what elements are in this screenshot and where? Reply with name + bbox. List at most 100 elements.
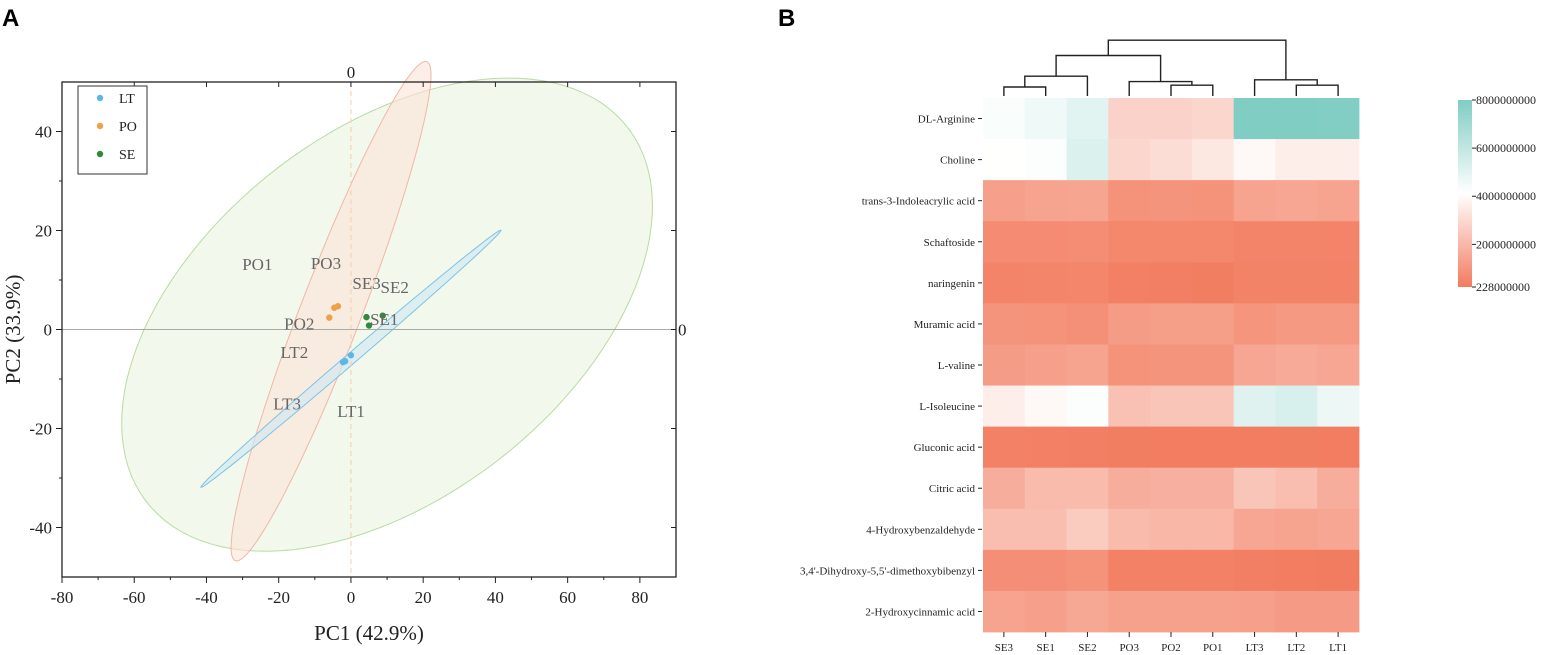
heatmap-cell (1317, 549, 1360, 592)
y-axis-title: PC2 (33.9%) (1, 275, 25, 385)
confidence-ellipses (121, 60, 654, 562)
dendrogram-branch (1003, 86, 1047, 96)
point-po2 (326, 314, 333, 321)
legend-box (77, 85, 148, 175)
heatmap-cell (1108, 98, 1151, 140)
heatmap-cell (983, 98, 1026, 140)
heatmap-cell (1191, 508, 1235, 551)
heatmap-cell (1275, 303, 1318, 345)
row-label: Gluconic acid (914, 442, 976, 454)
heatmap-cell (1275, 344, 1318, 386)
row-label: DL-Arginine (918, 114, 975, 126)
heatmap-cell (1108, 303, 1151, 345)
zero-line-label-right: 0 (678, 321, 687, 340)
colorbar: 8000000000 6000000000 4000000000 2000000000… (1458, 93, 1536, 294)
legend: LT PO SE (77, 85, 148, 175)
row-label: Choline (940, 155, 975, 167)
heatmap-cell (1233, 344, 1276, 386)
ellipse-po (230, 60, 432, 562)
x-tick-label: 80 (631, 588, 648, 607)
heatmap-cell (1108, 139, 1151, 181)
heatmap-cell (1275, 98, 1318, 140)
y-tick-label: 40 (35, 123, 52, 142)
heatmap-cell (1317, 344, 1360, 386)
row-label: Citric acid (929, 483, 976, 495)
heatmap-cell (1150, 303, 1193, 345)
column-label: SE1 (1036, 642, 1054, 654)
heatmap-cell (1191, 590, 1235, 633)
heatmap-cell (1317, 180, 1360, 222)
heatmap-cell (1233, 549, 1276, 592)
heatmap-cell (1233, 385, 1276, 428)
heatmap-cell (1275, 221, 1318, 263)
row-label: 4-Hydroxybenzaldehyde (866, 524, 975, 536)
x-tick-label: 0 (347, 588, 356, 607)
heatmap-cell (1024, 344, 1067, 386)
heatmap-cell (1108, 467, 1151, 510)
heatmap-cell (1150, 467, 1193, 510)
heatmap-cell (1024, 385, 1067, 428)
heatmap-cell (1150, 385, 1193, 428)
dendrogram-branch (1107, 39, 1287, 80)
colorbar-tick-label: 228000000 (1476, 280, 1530, 294)
point-se1 (365, 322, 373, 329)
point-label-po1: PO1 (242, 255, 272, 274)
row-label: 3,4'-Dihydroxy-5,5'-dimethoxybibenzyl (800, 565, 975, 577)
x-tick-label: -80 (51, 588, 74, 607)
heatmap-cell (1024, 590, 1067, 633)
heatmap-cell (1191, 262, 1235, 304)
dendrogram-branch (1128, 80, 1193, 96)
point-se2 (379, 312, 386, 319)
heatmap-cell (1108, 549, 1151, 592)
heatmap-cell (1233, 508, 1276, 551)
heatmap-cell (1066, 590, 1109, 633)
heatmap-cell (983, 508, 1026, 551)
point-lt1 (347, 352, 355, 359)
heatmap-cell (1233, 98, 1276, 140)
point-label-po2: PO2 (284, 315, 314, 334)
heatmap-cell (1024, 262, 1067, 304)
heatmap-cell (1024, 467, 1067, 510)
heatmap-cell (1150, 139, 1193, 181)
legend-label-lt: LT (119, 92, 135, 107)
heatmap-cell (1024, 508, 1067, 551)
legend-marker-lt (96, 94, 104, 102)
column-label: PO2 (1161, 642, 1181, 654)
heatmap-cell (983, 426, 1026, 469)
row-label: L-Isoleucine (919, 401, 975, 413)
row-label: 2-Hydroxycinnamic acid (865, 606, 975, 618)
colorbar-tick-label: 8000000000 (1476, 93, 1536, 107)
heatmap-cell (1108, 344, 1151, 386)
column-label: SE3 (995, 642, 1014, 654)
column-label: SE2 (1078, 642, 1096, 654)
colorbar-tick-label: 4000000000 (1476, 189, 1536, 203)
heatmap-cell (1150, 221, 1193, 263)
row-label: Muramic acid (914, 319, 976, 331)
heatmap-cell (1275, 385, 1318, 428)
colorbar-tick-label: 2000000000 (1476, 237, 1536, 251)
pca-points (326, 303, 386, 366)
heatmap-cell (1317, 98, 1360, 140)
heatmap-cell (1066, 180, 1109, 222)
heatmap-cell (1191, 221, 1235, 263)
heatmap-cell (1066, 221, 1109, 263)
heatmap-cell (1024, 180, 1067, 222)
column-label: PO3 (1119, 642, 1139, 654)
x-tick-label: 40 (487, 588, 504, 607)
heatmap-cell (1191, 385, 1235, 428)
heatmap-cell (1108, 262, 1151, 304)
row-label: L-valine (938, 360, 975, 372)
heatmap-cell (1233, 303, 1276, 345)
point-label-lt2: LT2 (281, 343, 309, 362)
heatmap-cell (983, 180, 1026, 222)
heatmap-cell (1233, 590, 1276, 633)
colorbar-tick-label: 6000000000 (1476, 141, 1536, 155)
heatmap-cell (983, 549, 1026, 592)
heatmap-cell (1191, 98, 1235, 140)
heatmap-cell (1150, 549, 1193, 592)
zero-line-label-top: 0 (347, 63, 356, 82)
heatmap-cell (1024, 221, 1067, 263)
point-se3 (363, 313, 370, 321)
legend-marker-po (96, 122, 104, 130)
heatmap-cell (1317, 590, 1360, 633)
